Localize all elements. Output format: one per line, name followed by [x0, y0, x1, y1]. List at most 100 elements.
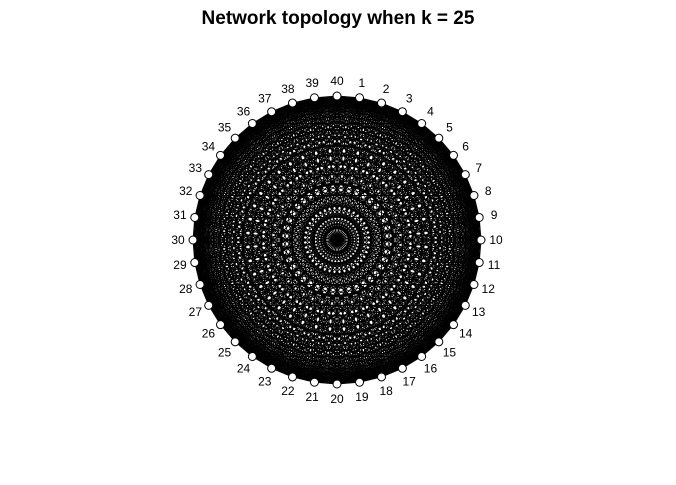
network-node: [216, 150, 225, 160]
network-edge: [292, 102, 454, 325]
node-label: 12: [482, 282, 496, 296]
node-label: 17: [403, 375, 417, 389]
node-label: 29: [173, 258, 187, 272]
network-node: [188, 235, 198, 245]
node-label: 1: [359, 76, 366, 90]
network-edge: [234, 138, 293, 378]
network-node: [216, 320, 225, 330]
node-label: 10: [489, 233, 503, 247]
node-label: 13: [472, 305, 486, 319]
network-edge: [314, 97, 482, 241]
node-label: 39: [305, 76, 319, 90]
network-node: [397, 107, 407, 117]
network-node: [377, 98, 386, 108]
network-node: [355, 377, 365, 387]
node-label: 22: [281, 384, 295, 398]
network-edge: [336, 95, 403, 113]
node-label: 30: [171, 233, 185, 247]
network-edge: [192, 111, 403, 241]
network-node: [190, 212, 200, 222]
node-label: 16: [424, 362, 438, 376]
node-label: 5: [446, 121, 453, 135]
network-edge: [336, 95, 482, 241]
network-edge: [192, 239, 403, 369]
network-edge: [336, 174, 466, 385]
node-label: 35: [218, 121, 232, 135]
network-edge: [292, 102, 403, 113]
node-label: 37: [258, 91, 272, 105]
network-edge: [271, 111, 466, 306]
network-edge: [194, 102, 382, 263]
network-node: [288, 98, 297, 108]
label-layer: 1 234567891011121314151617181920212223242…: [171, 74, 503, 406]
network-node: [417, 119, 427, 128]
network-edge: [220, 97, 315, 325]
network-edge: [336, 95, 454, 325]
network-node: [469, 191, 479, 200]
network-edge: [271, 111, 475, 285]
network-node: [230, 133, 240, 143]
node-label: 19: [355, 390, 369, 404]
network-node: [195, 191, 205, 200]
network-edge: [252, 262, 480, 357]
network-edge: [199, 137, 439, 196]
network-edge: [252, 123, 480, 218]
network-edge: [235, 137, 475, 196]
network-node: [190, 258, 200, 268]
network-edge: [381, 102, 440, 342]
network-node: [247, 352, 257, 361]
node-label: 34: [202, 140, 216, 154]
node-label: 21: [305, 390, 319, 404]
network-edge: [336, 95, 475, 285]
network-node: [476, 235, 486, 245]
node-label: 31: [173, 208, 187, 222]
network-edge: [336, 95, 422, 124]
network-edge: [194, 217, 382, 378]
network-edge: [271, 239, 482, 369]
network-edge: [359, 155, 454, 383]
network-edge: [220, 155, 315, 383]
network-edge: [314, 97, 454, 325]
node-label: 15: [443, 345, 457, 359]
network-node: [195, 280, 205, 289]
network-node: [355, 93, 365, 103]
network-edge: [292, 102, 480, 218]
node-label: 27: [189, 305, 203, 319]
diagram-title: Network topology when k = 25: [201, 8, 475, 29]
network-node: [417, 352, 427, 361]
network-node: [332, 91, 342, 101]
network-node: [460, 300, 470, 310]
network-edge: [199, 97, 360, 285]
network-edge: [401, 111, 423, 357]
network-edge: [336, 95, 360, 383]
node-label: 25: [218, 345, 232, 359]
network-edge: [292, 102, 466, 306]
node-label: 9: [491, 208, 498, 222]
node-label: 11: [488, 258, 501, 272]
network-edge: [235, 284, 475, 343]
network-node: [377, 372, 386, 382]
network-node: [288, 372, 297, 382]
node-label: 3: [406, 91, 413, 105]
network-node: [204, 300, 214, 310]
node-label: 26: [202, 326, 216, 340]
network-node: [474, 212, 484, 222]
network-node: [267, 107, 277, 117]
network-edge: [251, 111, 273, 357]
network-node: [247, 119, 257, 128]
network-edge: [220, 304, 466, 326]
node-label: 6: [462, 140, 469, 154]
network-edge: [314, 195, 475, 383]
network-edge: [336, 95, 466, 176]
network-edge: [208, 174, 338, 385]
network-edge: [220, 154, 466, 176]
network-node: [332, 379, 342, 389]
node-label: 4: [427, 104, 434, 118]
network-edge: [336, 95, 466, 306]
network-edge: [381, 138, 440, 378]
network-node: [474, 258, 484, 268]
network-edge: [336, 95, 423, 357]
network-edge: [199, 284, 439, 343]
node-layer: [188, 91, 486, 389]
network-edge: [336, 95, 440, 342]
